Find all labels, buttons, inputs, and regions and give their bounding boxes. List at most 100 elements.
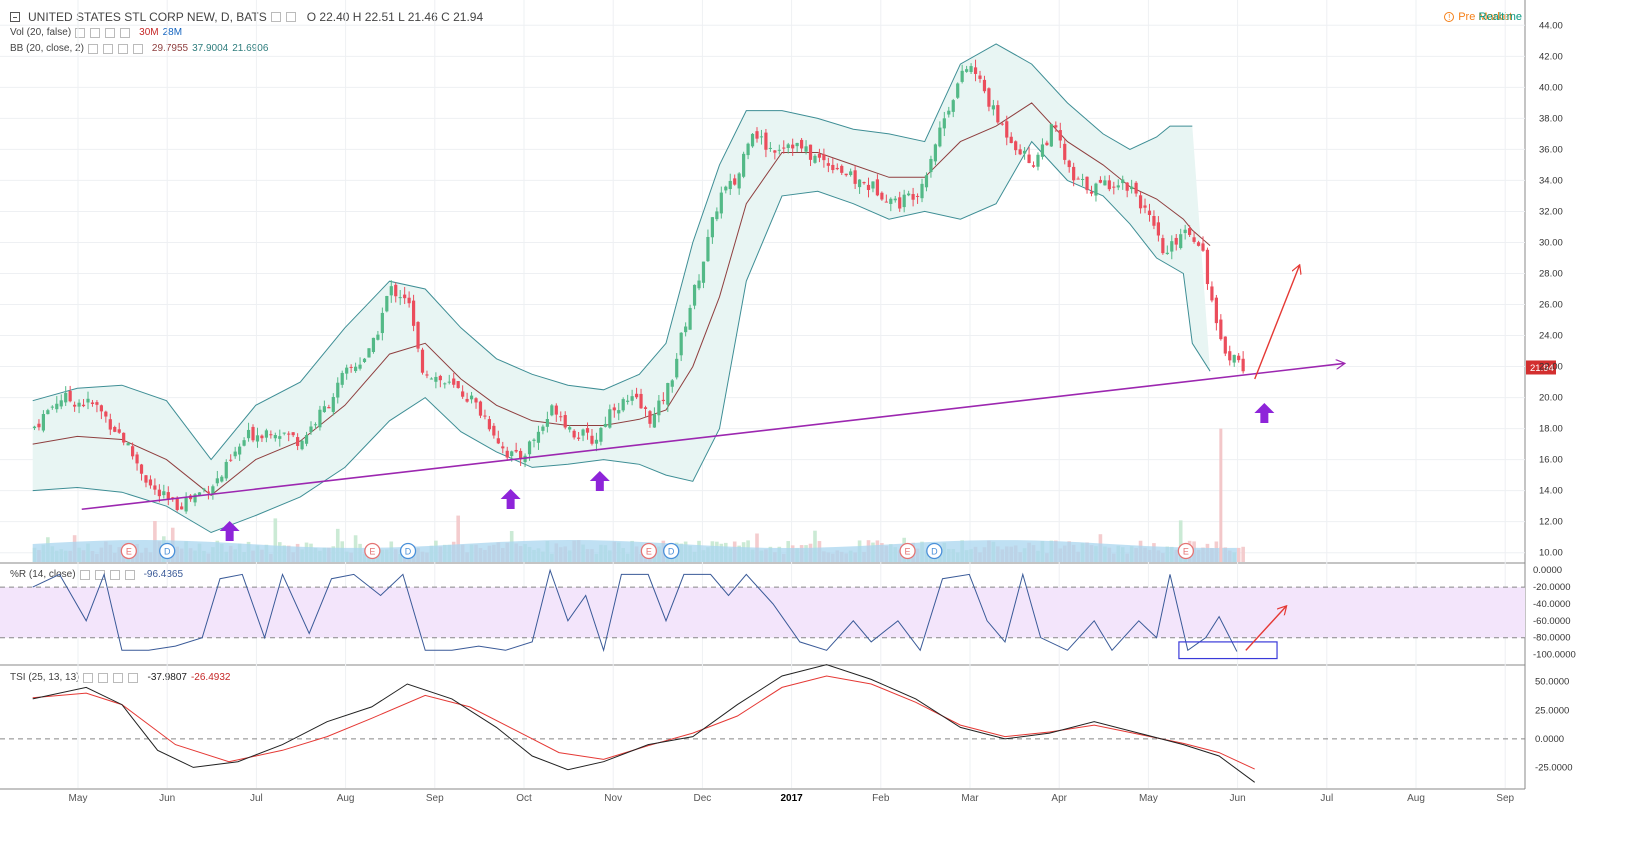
candle-body [220,476,224,482]
candle-body [559,416,563,418]
bb-settings-icon[interactable] [102,43,113,54]
candle-body [322,406,326,413]
candle-body [331,396,335,412]
symbol-title: UNITED STATES STL CORP NEW, D, BATS [28,10,267,24]
candle-body [1036,154,1040,167]
bb-value-3: 21.6906 [232,43,269,54]
candle-body [1130,186,1134,190]
event-marker-letter: D [405,547,412,557]
candle-body [224,461,228,479]
collapse-icon[interactable] [10,12,20,22]
wr-y-tick: -40.0000 [1533,599,1571,610]
candle-body [826,163,830,166]
candle-body [1000,123,1004,125]
vol-legend: Vol (20, false) 30M 28M [10,27,182,38]
candle-body [795,142,799,147]
candle-body [1161,238,1165,254]
candle-body [403,294,407,299]
candle-body [55,403,59,410]
purple-up-arrow [1254,403,1275,423]
event-marker-earnings [364,542,381,560]
wr-more-icon[interactable] [124,569,135,580]
volume-bar [813,530,817,562]
candle-body [496,438,500,444]
candle-body [429,378,434,380]
bb-upper-line [32,43,1193,461]
candle-body [1076,178,1080,180]
candle-body [255,435,260,442]
candle-body [336,382,340,398]
tsi-y-tick: 0.0000 [1535,734,1564,745]
vol-settings-icon[interactable] [90,27,101,38]
x-tick-label: Nov [604,793,622,804]
tsi-settings-icon[interactable] [98,672,109,683]
bb-eye-icon[interactable] [87,43,98,54]
candle-body [764,132,768,150]
volume-spike [1219,428,1223,562]
candle-body [461,391,465,397]
wr-close-icon[interactable] [109,569,120,580]
candle-body [99,405,103,412]
candle-body [59,400,63,407]
tsi-more-icon[interactable] [128,672,139,683]
y-tick-label: 44.00 [1539,20,1563,31]
bb-fill [32,43,1211,533]
tsi-close-icon[interactable] [113,672,124,683]
candle-body [1241,358,1245,372]
tsi-label: TSI (25, 13, 13) [10,672,80,683]
event-marker-dividend [159,542,176,560]
candle-body [211,486,215,495]
vol-eye-icon[interactable] [75,27,86,38]
candle-body [626,400,630,402]
candle-body [474,398,478,403]
x-tick-label: May [1139,793,1158,804]
vol-close-icon[interactable] [105,27,116,38]
candle-body [166,492,170,500]
bb-more-icon[interactable] [132,43,143,54]
candle-body [1143,205,1147,208]
hide-icon[interactable] [285,12,296,22]
y-tick-label: 20.00 [1539,393,1563,404]
candle-body [728,180,732,190]
candle-body [327,407,331,409]
candle-body [420,349,425,373]
candle-body [991,105,995,110]
candle-body [1201,243,1205,251]
bb-legend: BB (20, close, 2) 29.7955 37.9004 21.690… [10,43,268,54]
candle-body [50,406,54,408]
x-tick-label: Sep [1496,793,1514,804]
candle-body [465,398,469,402]
candle-body [907,193,911,196]
x-tick-label: Dec [694,793,712,804]
tsi-y-tick: 50.0000 [1535,677,1569,688]
candle-body [746,143,750,156]
candle-body [41,413,45,431]
bb-close-icon[interactable] [117,43,128,54]
premarket-indicator[interactable]: ! Pre Market [1444,11,1512,23]
tsi-eye-icon[interactable] [83,672,94,683]
volume-bar [1236,547,1241,562]
candle-body [719,192,723,214]
candle-body [782,147,786,149]
candle-body [643,407,648,410]
candle-body [362,358,367,363]
candle-body [822,154,826,161]
tsi-line [32,664,1255,783]
event-marker-dividend [399,542,417,560]
candle-body [416,322,420,349]
x-tick-label: Feb [872,793,890,804]
candle-body [889,198,893,204]
candle-body [345,367,349,374]
wr-eye-icon[interactable] [79,569,90,580]
candle-body [1040,144,1045,157]
vol-more-icon[interactable] [120,27,131,38]
y-tick-label: 18.00 [1539,424,1563,435]
y-tick-label: 26.00 [1539,300,1563,311]
event-marker-earnings [120,542,137,560]
candle-body [389,286,393,296]
candle-body [1223,336,1227,354]
settings-icon[interactable] [270,12,281,22]
tsi-y-tick: 25.0000 [1535,705,1569,716]
